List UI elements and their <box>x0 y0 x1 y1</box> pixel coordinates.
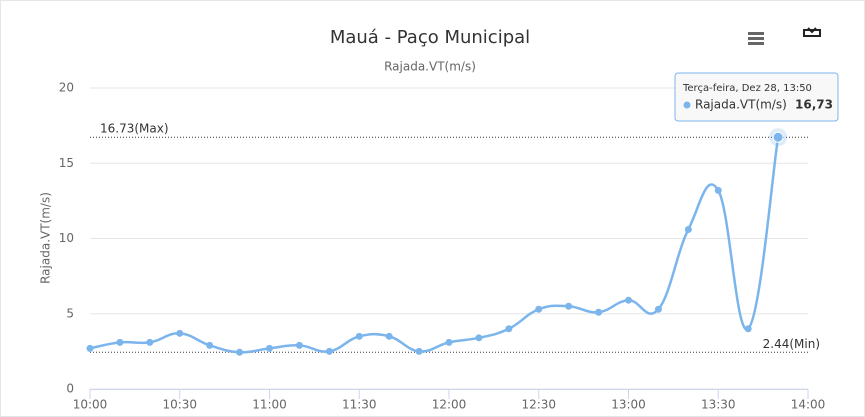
menu-bar <box>748 37 764 40</box>
point <box>505 325 513 333</box>
point <box>744 325 752 333</box>
tooltip-value: 16,73 <box>795 98 833 112</box>
tooltip-series-name: Rajada.VT(m/s) <box>695 98 787 112</box>
x-tick-label: 10:30 <box>162 398 197 412</box>
point <box>146 338 154 346</box>
y-tick-label: 15 <box>59 156 74 170</box>
menu-bar <box>748 32 764 35</box>
download-button[interactable] <box>803 27 821 37</box>
plot-line-label: 16.73(Max) <box>100 122 169 136</box>
point <box>236 348 244 356</box>
x-tick-label: 12:30 <box>521 398 556 412</box>
point <box>714 186 722 194</box>
point <box>772 131 784 143</box>
tooltip-marker <box>683 101 691 109</box>
point <box>266 344 273 352</box>
x-tick-label: 10:00 <box>73 398 108 412</box>
chart-subtitle: Rajada.VT(m/s) <box>384 60 476 74</box>
tooltip-box <box>674 72 839 122</box>
point <box>535 305 543 313</box>
download-icon <box>803 27 821 37</box>
point <box>206 341 214 349</box>
point <box>654 305 662 313</box>
point <box>325 347 333 355</box>
plot-line-label: 2.44(Min) <box>763 337 820 351</box>
y-tick-label: 0 <box>66 382 74 396</box>
point <box>445 338 453 346</box>
point <box>625 296 632 304</box>
x-tick-label: 11:00 <box>252 398 287 412</box>
chart-title: Mauá - Paço Municipal <box>330 27 530 48</box>
y-tick-label: 5 <box>66 306 74 320</box>
point <box>86 344 94 352</box>
point <box>295 341 303 349</box>
tooltip-header: Terça-feira, Dez 28, 13:50 <box>682 83 812 94</box>
point <box>355 332 363 340</box>
x-tick-label: 12:00 <box>432 398 467 412</box>
menu-bar <box>748 42 764 45</box>
point <box>116 338 124 346</box>
point <box>595 308 603 316</box>
point <box>475 334 483 342</box>
x-tick-label: 13:30 <box>701 398 736 412</box>
x-tick-label: 13:00 <box>611 398 646 412</box>
point <box>385 332 393 340</box>
point <box>565 302 573 310</box>
menu-button[interactable] <box>748 32 764 45</box>
x-tick-label: 14:00 <box>791 398 826 412</box>
point <box>684 225 692 233</box>
y-tick-label: 20 <box>59 81 74 95</box>
point <box>415 347 423 355</box>
x-tick-label: 11:30 <box>342 398 377 412</box>
y-tick-label: 10 <box>59 231 74 245</box>
point <box>176 329 184 337</box>
y-axis-title: Rajada.VT(m/s) <box>39 192 53 284</box>
